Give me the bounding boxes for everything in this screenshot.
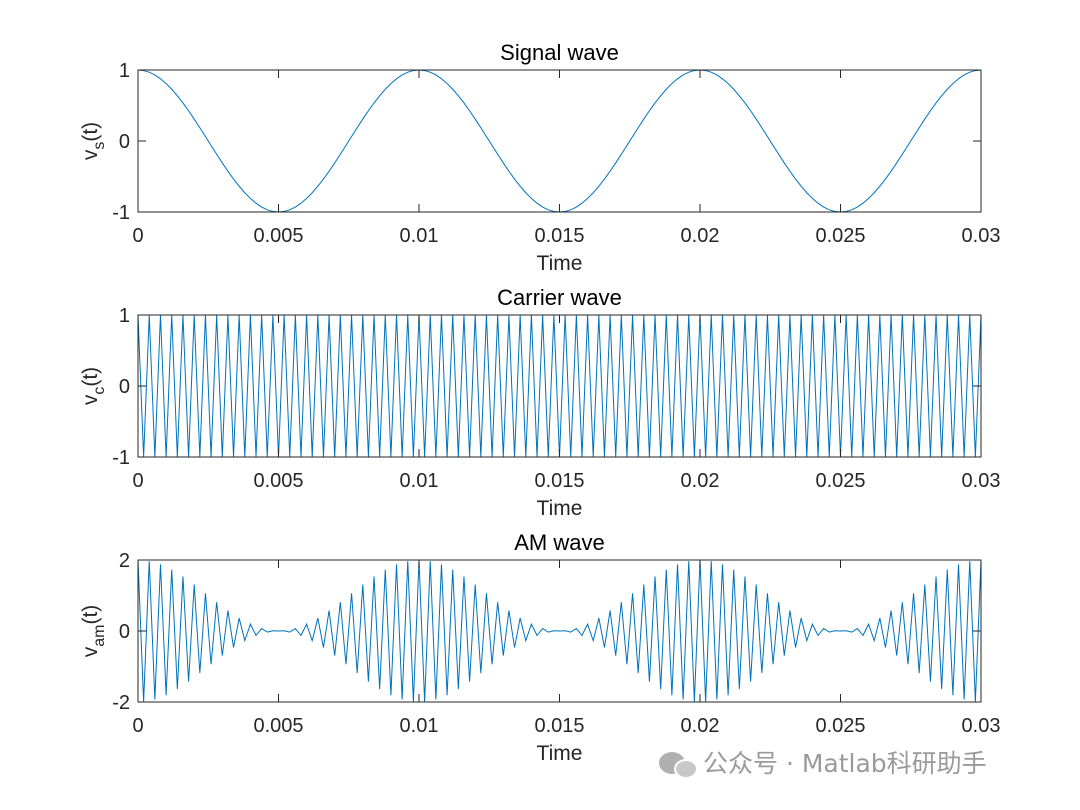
y-tick-label: 0 bbox=[119, 621, 130, 643]
x-tick-label: 0.01 bbox=[400, 715, 439, 737]
x-tick-label: 0.02 bbox=[681, 715, 720, 737]
y-tick-label: 2 bbox=[119, 550, 130, 572]
x-tick-label: 0.03 bbox=[962, 225, 1001, 247]
y-axis-label-text: v bbox=[79, 149, 102, 160]
x-axis-label: Time bbox=[537, 252, 583, 275]
x-tick-label: 0 bbox=[132, 225, 143, 247]
x-tick-label: 0.015 bbox=[534, 470, 584, 492]
data-line bbox=[137, 559, 982, 702]
x-tick-label: 0.005 bbox=[253, 225, 303, 247]
y-tick-label: -1 bbox=[112, 447, 130, 469]
x-tick-label: 0.005 bbox=[253, 715, 303, 737]
x-axis-label: Time bbox=[537, 497, 583, 520]
y-axis-label-text: v bbox=[79, 646, 102, 657]
watermark-icon bbox=[659, 752, 698, 779]
x-tick-label: 0.01 bbox=[400, 470, 439, 492]
x-tick-label: 0.03 bbox=[962, 470, 1001, 492]
x-tick-label: 0.025 bbox=[815, 470, 865, 492]
y-axis-label-text: v bbox=[79, 394, 102, 405]
y-axis-label-after: (t) bbox=[79, 605, 102, 625]
x-axis-label: Time bbox=[537, 742, 583, 765]
x-tick-label: 0.02 bbox=[681, 470, 720, 492]
plot-area bbox=[138, 315, 981, 457]
y-tick-label: -1 bbox=[112, 202, 130, 224]
y-axis-label: vam(t) bbox=[79, 605, 108, 658]
y-axis-label-subscript: s bbox=[91, 142, 108, 150]
x-tick-label: 0.01 bbox=[400, 225, 439, 247]
x-tick-label: 0.025 bbox=[815, 715, 865, 737]
y-tick-label: 0 bbox=[119, 376, 130, 398]
chart-title: Carrier wave bbox=[497, 285, 622, 310]
x-tick-label: 0.015 bbox=[534, 715, 584, 737]
x-tick-label: 0.005 bbox=[253, 470, 303, 492]
y-tick-label: 1 bbox=[119, 60, 130, 82]
x-tick-label: 0.02 bbox=[681, 225, 720, 247]
y-axis-label: vs(t) bbox=[79, 122, 108, 160]
x-tick-label: 0 bbox=[132, 715, 143, 737]
y-tick-label: -2 bbox=[112, 692, 130, 714]
y-tick-label: 1 bbox=[119, 305, 130, 327]
y-tick-label: 0 bbox=[119, 131, 130, 153]
x-tick-label: 0.025 bbox=[815, 225, 865, 247]
y-axis-label-after: (t) bbox=[79, 122, 102, 142]
plot-area bbox=[138, 70, 981, 212]
chart-title: AM wave bbox=[514, 530, 604, 555]
y-axis-label-after: (t) bbox=[79, 367, 102, 387]
chart-title: Signal wave bbox=[500, 40, 619, 65]
x-tick-label: 0.015 bbox=[534, 225, 584, 247]
x-tick-label: 0 bbox=[132, 470, 143, 492]
y-axis-label-subscript: am bbox=[91, 625, 108, 647]
y-axis-label: vc(t) bbox=[79, 367, 108, 405]
x-tick-label: 0.03 bbox=[962, 715, 1001, 737]
watermark: 公众号 · Matlab科研助手 bbox=[703, 749, 987, 778]
y-axis-label-subscript: c bbox=[91, 387, 108, 395]
